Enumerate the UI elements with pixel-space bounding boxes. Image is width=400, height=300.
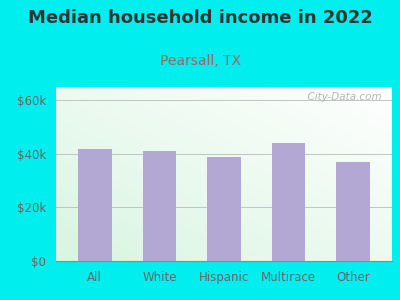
Bar — [207, 157, 241, 261]
Bar — [78, 148, 112, 261]
Text: Median household income in 2022: Median household income in 2022 — [28, 9, 372, 27]
Text: City-Data.com: City-Data.com — [301, 92, 382, 102]
Bar — [272, 143, 306, 261]
Bar — [142, 151, 176, 261]
Text: Pearsall, TX: Pearsall, TX — [160, 54, 240, 68]
Bar — [336, 162, 370, 261]
